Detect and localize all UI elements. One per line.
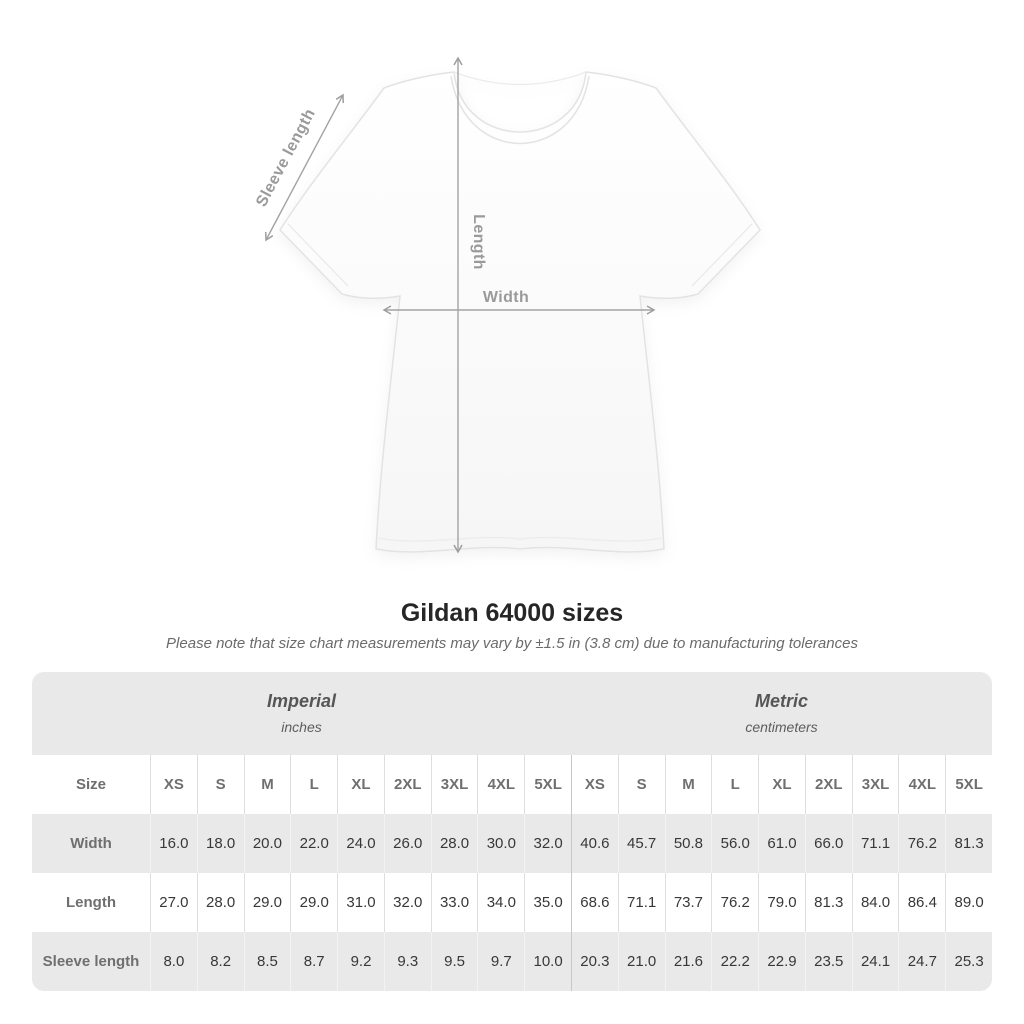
value-cell: 9.2 (337, 931, 384, 991)
size-cell: XS (571, 754, 618, 814)
measurement-row: Sleeve length 8.0 8.2 8.5 8.7 9.2 9.3 9.5 9.7 10.… (32, 931, 992, 991)
page-title: Gildan 64000 sizes (400, 599, 624, 627)
width-label: Width (483, 289, 529, 306)
value-cell: 32.0 (383, 872, 431, 932)
row-label: Length (66, 893, 116, 911)
value-cell: 27.0 (150, 872, 197, 932)
value-cell: 71.1 (617, 872, 665, 932)
value-cell: 9.7 (477, 931, 524, 991)
imperial-unit-label: inches (281, 719, 322, 735)
value-cell: 31.0 (337, 872, 384, 932)
value-cell: 35.0 (524, 872, 571, 932)
value-cell: 24.1 (851, 931, 899, 991)
row-label: Width (70, 834, 112, 852)
size-header-row: Size XS S M L XL 2XL 3XL 4XL 5XL XS S M L XL 2XL 3XL 4XL 5… (32, 754, 992, 814)
value-cell: 79.0 (758, 872, 805, 932)
value-cell: 26.0 (383, 813, 431, 873)
value-cell: 32.0 (524, 813, 571, 873)
value-cell: 45.7 (617, 813, 665, 873)
size-cell: S (617, 754, 665, 814)
row-label: Sleeve length (42, 952, 140, 970)
size-cell: 3XL (851, 754, 899, 814)
size-cell: 2XL (383, 754, 431, 814)
value-cell: 81.3 (945, 813, 992, 873)
units-header-band: Imperial inches Metric centimeters (32, 671, 992, 755)
size-cell: M (243, 754, 291, 814)
size-cell: 3XL (430, 754, 478, 814)
value-cell: 71.1 (851, 813, 899, 873)
value-cell: 10.0 (524, 931, 571, 991)
value-cell: 8.7 (290, 931, 337, 991)
value-cell: 18.0 (196, 813, 244, 873)
value-cell: 81.3 (804, 872, 852, 932)
size-cell: 4XL (477, 754, 524, 814)
value-cell: 30.0 (477, 813, 524, 873)
value-cell: 56.0 (711, 813, 758, 873)
value-cell: 8.2 (196, 931, 244, 991)
value-cell: 86.4 (898, 872, 945, 932)
value-cell: 9.3 (383, 931, 431, 991)
measurement-row: Length 27.0 28.0 29.0 29.0 31.0 32.0 33.0 34.0 35… (32, 872, 992, 932)
size-cell: XL (337, 754, 384, 814)
length-label: Length (470, 214, 487, 270)
value-cell: 22.9 (758, 931, 805, 991)
value-cell: 20.3 (571, 931, 618, 991)
value-cell: 68.6 (571, 872, 618, 932)
value-cell: 22.0 (290, 813, 337, 873)
value-cell: 16.0 (150, 813, 197, 873)
value-cell: 33.0 (430, 872, 478, 932)
measurement-row: Width 16.0 18.0 20.0 22.0 24.0 26.0 28.0 30.0 32.… (32, 813, 992, 873)
value-cell: 21.0 (617, 931, 665, 991)
value-cell: 28.0 (196, 872, 244, 932)
value-cell: 73.7 (664, 872, 712, 932)
size-cell: 5XL (524, 754, 571, 814)
value-cell: 76.2 (711, 872, 758, 932)
imperial-label: Imperial (266, 691, 337, 711)
imperial-header: Imperial inches (32, 672, 571, 755)
size-chart-table: Imperial inches Metric centimeters Size X… (32, 671, 992, 991)
value-cell: 25.3 (945, 931, 992, 991)
size-cell: 2XL (804, 754, 852, 814)
value-cell: 20.0 (243, 813, 291, 873)
value-cell: 8.0 (150, 931, 197, 991)
value-cell: 29.0 (243, 872, 291, 932)
value-cell: 8.5 (243, 931, 291, 991)
metric-header: Metric centimeters (571, 672, 992, 755)
value-cell: 89.0 (945, 872, 992, 932)
value-cell: 84.0 (851, 872, 899, 932)
value-cell: 9.5 (430, 931, 478, 991)
value-cell: 21.6 (664, 931, 712, 991)
value-cell: 50.8 (664, 813, 712, 873)
tee-graphic (279, 71, 761, 553)
value-cell: 24.7 (898, 931, 945, 991)
value-cell: 76.2 (898, 813, 945, 873)
value-cell: 40.6 (571, 813, 618, 873)
value-cell: 28.0 (430, 813, 478, 873)
size-cell: S (196, 754, 244, 814)
value-cell: 66.0 (804, 813, 852, 873)
size-cell: XL (758, 754, 805, 814)
size-table-body: Width 16.0 18.0 20.0 22.0 24.0 26.0 28.0 30.0 32.… (32, 813, 992, 991)
metric-label: Metric (754, 691, 808, 711)
size-cell: M (664, 754, 712, 814)
size-cell: L (711, 754, 758, 814)
value-cell: 22.2 (711, 931, 758, 991)
shirt-diagram: Sleeve length Length Width (253, 56, 761, 554)
metric-unit-label: centimeters (745, 719, 818, 735)
sleeve-length-arrow (265, 93, 344, 242)
page-subtitle: Please note that size chart measurements… (166, 634, 858, 652)
size-cell: 4XL (898, 754, 945, 814)
value-cell: 34.0 (477, 872, 524, 932)
size-cell: XS (150, 754, 197, 814)
value-cell: 61.0 (758, 813, 805, 873)
size-cell: L (290, 754, 337, 814)
value-cell: 23.5 (804, 931, 852, 991)
size-cell: 5XL (945, 754, 992, 814)
value-cell: 24.0 (337, 813, 384, 873)
corner-size-label: Size (75, 775, 106, 793)
value-cell: 29.0 (290, 872, 337, 932)
